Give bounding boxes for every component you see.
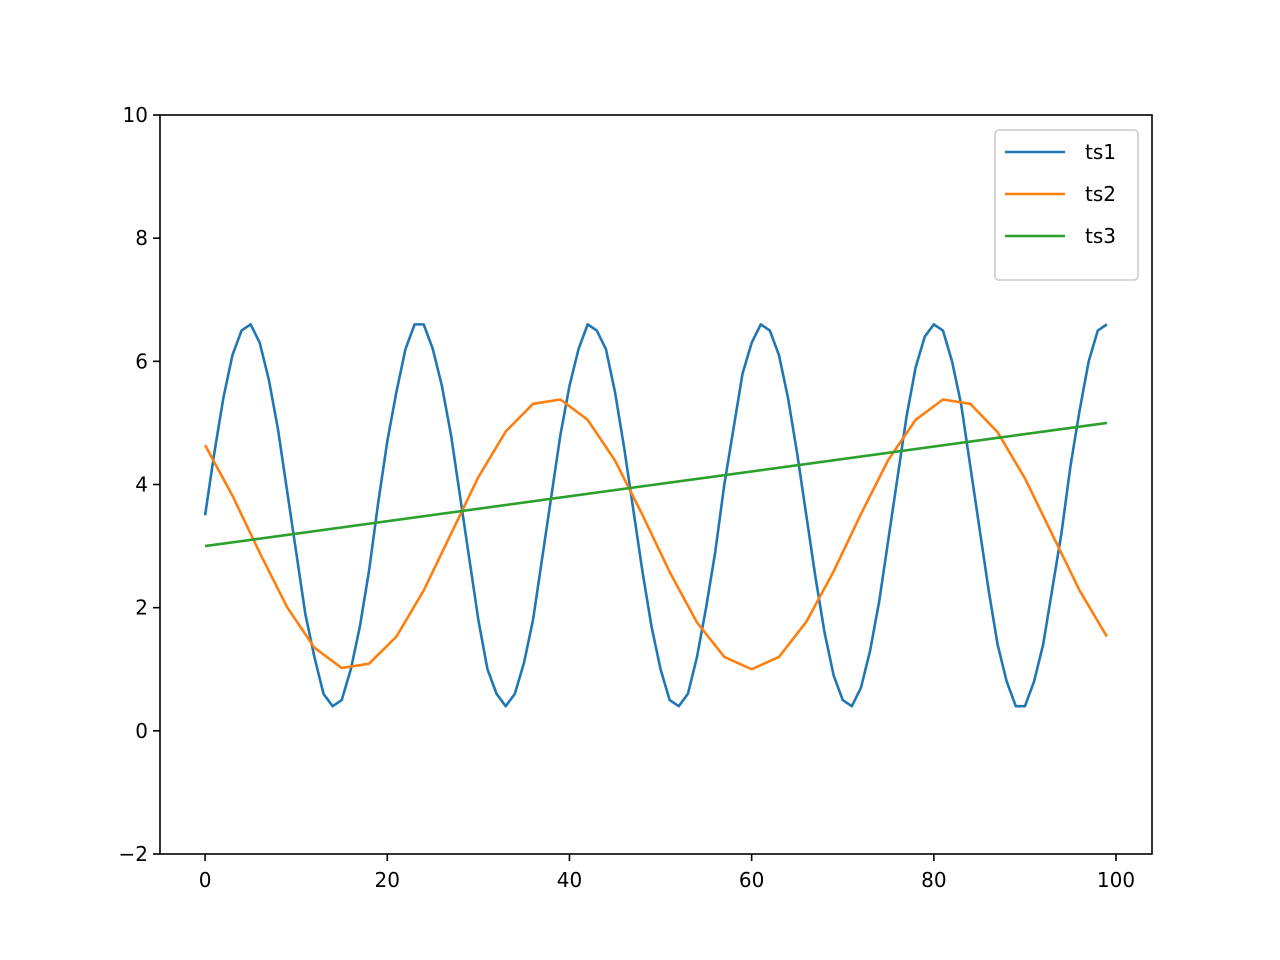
x-tick-label: 20 [375,868,400,892]
series-line [203,323,1108,708]
y-tick-label: 4 [135,473,148,497]
x-tick-label: 60 [739,868,764,892]
plot-frame [159,114,1153,855]
y-tick-label: −2 [119,842,148,866]
x-tick-label: 0 [199,868,212,892]
y-tick-label: 6 [135,349,148,373]
y-tick-label: 2 [135,596,148,620]
series-line [203,398,1109,671]
x-tick-label: 80 [921,868,946,892]
legend-box [994,129,1139,281]
legend-label: ts3 [1085,224,1116,248]
legend-label: ts1 [1085,140,1116,164]
legend-label: ts2 [1085,182,1116,206]
series-line [204,421,1108,548]
y-tick-label: 8 [135,226,148,250]
x-tick-label: 40 [557,868,582,892]
y-tick-label: 10 [123,103,148,127]
y-tick-label: 0 [135,719,148,743]
x-tick-label: 100 [1097,868,1135,892]
